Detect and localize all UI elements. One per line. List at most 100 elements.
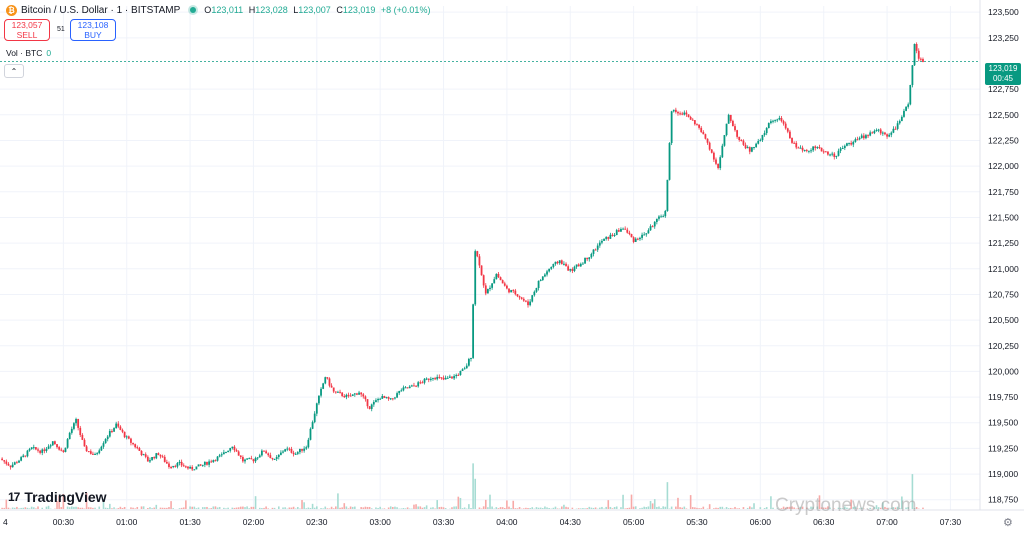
candle-body xyxy=(750,147,753,152)
volume-bar xyxy=(235,507,238,509)
volume-bar xyxy=(501,507,504,509)
candle-body xyxy=(423,378,426,383)
volume-bar xyxy=(166,507,168,509)
volume-bar xyxy=(1,507,3,509)
buy-button[interactable]: 123,108 BUY xyxy=(70,19,116,41)
volume-bar xyxy=(715,507,717,509)
volume-bar xyxy=(210,508,213,509)
candle-body xyxy=(704,134,707,139)
candle-body xyxy=(446,377,449,379)
volume-bar xyxy=(645,507,648,509)
candle-body xyxy=(609,234,612,239)
volume-bar xyxy=(347,508,350,509)
candle-body xyxy=(763,133,766,135)
volume-bar xyxy=(770,496,772,509)
volume-bar xyxy=(548,508,550,509)
candle-body xyxy=(22,455,25,458)
candle-body xyxy=(127,436,130,439)
volume-bar xyxy=(852,506,855,509)
volume-bar xyxy=(708,504,711,509)
volume-bar xyxy=(375,507,377,509)
collapse-legend-button[interactable]: ⌃ xyxy=(4,64,24,78)
volume-bar xyxy=(634,506,637,509)
time-tick-label: 04:00 xyxy=(496,517,518,527)
volume-bar xyxy=(844,506,846,509)
volume-bar xyxy=(599,507,601,509)
price-axis[interactable]: 123,500 123,250 122,750 122,500 122,250 122,0… xyxy=(979,0,1019,510)
volume-bar xyxy=(820,507,823,509)
candle-body xyxy=(582,263,584,265)
volume-bar xyxy=(854,506,857,509)
candle-body xyxy=(256,457,259,459)
volume-bar xyxy=(233,507,236,509)
candle-body xyxy=(216,456,219,461)
candle-body xyxy=(601,240,603,243)
gear-icon[interactable]: ⚙ xyxy=(1003,517,1013,529)
volume-bar xyxy=(839,508,842,509)
tradingview-logo[interactable]: 17 TradingView xyxy=(8,489,107,505)
candle-body xyxy=(199,464,202,466)
time-tick-label: 01:00 xyxy=(116,517,138,527)
candle-body xyxy=(189,466,191,469)
candle-body xyxy=(305,447,308,449)
time-axis[interactable]: 4 00:30 01:00 01:30 02:00 02:30 03:00 03:30 04:0… xyxy=(0,509,1024,527)
candle-body xyxy=(630,234,633,238)
volume-bar xyxy=(444,508,447,509)
volume-legend[interactable]: Vol · BTC 0 xyxy=(6,48,51,58)
candle-body xyxy=(567,266,570,271)
candle-body xyxy=(455,374,458,377)
candle-body xyxy=(470,357,472,359)
sell-button[interactable]: 123,057 SELL xyxy=(4,19,50,41)
candle-body xyxy=(206,461,208,465)
candle-body xyxy=(461,369,464,371)
candle-body xyxy=(871,132,874,134)
candle-body xyxy=(497,273,500,278)
volume-bar xyxy=(339,507,341,509)
ohlc-change: +8 (+0.01%) xyxy=(380,5,431,15)
volume-bar xyxy=(911,474,914,509)
volume-bar xyxy=(22,507,25,509)
volume-bar xyxy=(147,508,149,509)
volume-bar xyxy=(379,506,381,509)
candle-body xyxy=(909,85,912,105)
volume-bar xyxy=(436,500,438,509)
candle-body xyxy=(753,146,755,148)
candle-body xyxy=(254,457,257,462)
volume-bar xyxy=(305,508,308,509)
candle-body xyxy=(742,140,745,145)
watermark: Cryptonews.com xyxy=(775,495,917,516)
volume-bar xyxy=(643,506,645,509)
price-tick-label: 121,750 xyxy=(988,187,1019,197)
volume-bar xyxy=(725,507,728,509)
candle-body xyxy=(252,459,255,462)
candle-body xyxy=(712,152,715,160)
candle-body xyxy=(119,426,122,430)
volume-bar xyxy=(898,507,901,509)
volume-bar xyxy=(109,503,111,509)
volume-bar xyxy=(615,506,618,509)
candle-body xyxy=(603,238,605,241)
symbol-title[interactable]: Bitcoin / U.S. Dollar · 1 · BITSTAMP xyxy=(21,4,181,16)
candle-body xyxy=(780,117,783,122)
candle-body xyxy=(831,153,834,155)
candle-body xyxy=(801,147,804,151)
volume-bar xyxy=(877,507,880,509)
candle-body xyxy=(96,453,99,455)
candle-body xyxy=(641,234,643,238)
volume-bar xyxy=(309,508,312,509)
candle-body xyxy=(805,150,808,152)
candle-body xyxy=(552,263,555,268)
candle-body xyxy=(77,418,80,428)
candle-body xyxy=(510,290,513,293)
candle-body xyxy=(146,456,149,462)
candle-body xyxy=(102,443,105,447)
candle-body xyxy=(39,450,42,453)
volume-bar xyxy=(508,506,510,509)
candle-body xyxy=(689,117,692,120)
ohlc-high-label: H xyxy=(248,5,256,15)
candle-body xyxy=(592,249,595,254)
volume-bars xyxy=(1,463,924,509)
volume-bar xyxy=(696,507,698,509)
volume-bar xyxy=(700,508,703,509)
